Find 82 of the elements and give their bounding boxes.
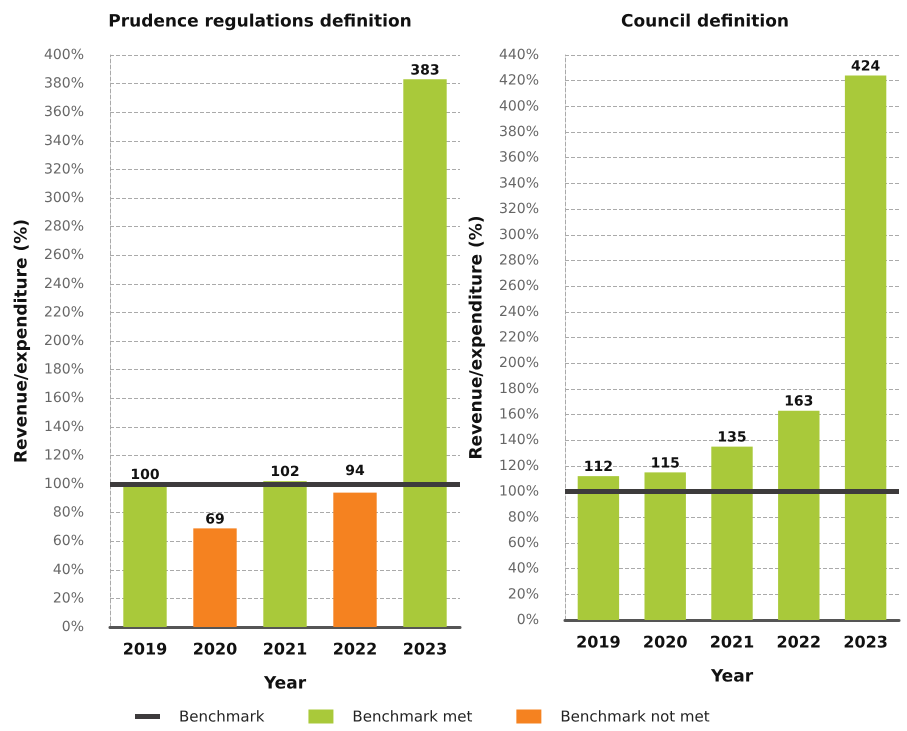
x-tick-label: 2021	[710, 632, 754, 652]
bar	[844, 76, 886, 620]
y-tick-label: 280%	[498, 252, 539, 268]
legend-label: Benchmark	[179, 708, 265, 726]
x-tick-label: 2019	[122, 640, 168, 658]
data-label: 102	[270, 464, 300, 480]
y-tick-label: 80%	[508, 509, 539, 526]
y-tick-label: 100%	[498, 484, 539, 500]
data-label: 112	[584, 459, 614, 476]
bar	[403, 79, 447, 627]
x-tick-label: 2022	[332, 640, 378, 658]
y-tick-label: 280%	[44, 218, 84, 235]
y-tick-label: 140%	[498, 432, 539, 448]
y-tick-label: 400%	[498, 98, 539, 114]
y-axis-title: Revenue/expenditure (%)	[12, 218, 32, 464]
y-tick-label: 380%	[498, 124, 539, 140]
y-tick-label: 440%	[498, 47, 539, 63]
data-label: 383	[410, 62, 440, 78]
y-tick-label: 300%	[498, 226, 539, 243]
y-tick-label: 20%	[52, 590, 84, 606]
x-axis-title: Year	[262, 674, 307, 694]
y-tick-label: 60%	[508, 534, 539, 551]
bar	[333, 492, 377, 627]
y-tick-label: 100%	[44, 476, 84, 492]
data-label: 135	[717, 430, 747, 446]
y-tick-label: 60%	[52, 533, 84, 550]
y-tick-label: 320%	[44, 161, 84, 178]
y-tick-label: 180%	[44, 362, 84, 378]
y-tick-label: 80%	[52, 504, 84, 521]
y-tick-label: 260%	[498, 278, 539, 294]
data-label: 163	[784, 394, 814, 410]
y-tick-label: 300%	[44, 190, 84, 206]
y-tick-label: 160%	[44, 390, 84, 406]
y-axis-title: Revenue/expenditure (%)	[466, 215, 486, 460]
y-tick-label: 340%	[498, 175, 539, 192]
y-tick-label: 400%	[44, 47, 84, 63]
chart-title: Council definition	[621, 12, 789, 32]
y-tick-label: 240%	[498, 304, 539, 320]
bar	[711, 446, 753, 620]
x-tick-label: 2023	[402, 640, 448, 658]
x-axis-title: Year	[710, 666, 754, 686]
y-tick-label: 420%	[498, 72, 539, 89]
data-label: 424	[850, 58, 880, 75]
y-tick-label: 200%	[44, 333, 84, 349]
x-tick-label: 2023	[843, 632, 888, 652]
y-tick-label: 240%	[44, 276, 84, 292]
y-tick-label: 40%	[52, 562, 84, 578]
y-tick-label: 0%	[516, 612, 539, 628]
x-tick-label: 2020	[642, 632, 688, 652]
data-label: 100	[130, 467, 160, 483]
legend-label: Benchmark met	[352, 708, 472, 726]
bar	[644, 472, 686, 620]
x-tick-label: 2021	[262, 640, 308, 658]
data-label: 69	[205, 511, 225, 528]
y-tick-label: 220%	[498, 330, 539, 346]
x-tick-label: 2020	[192, 640, 238, 658]
y-tick-label: 260%	[44, 247, 84, 264]
y-tick-label: 120%	[44, 447, 84, 464]
y-tick-label: 360%	[498, 150, 539, 166]
y-tick-label: 340%	[44, 132, 84, 149]
y-tick-label: 380%	[44, 76, 84, 92]
y-tick-label: 160%	[498, 406, 539, 423]
bar	[578, 476, 620, 620]
bar	[778, 410, 820, 620]
y-tick-label: 120%	[498, 458, 539, 474]
x-tick-label: 2019	[576, 632, 621, 652]
data-label: 94	[345, 463, 365, 479]
y-tick-label: 220%	[44, 304, 84, 320]
legend-label: Benchmark not met	[560, 708, 710, 726]
chart-title: Prudence regulations definition	[108, 12, 412, 32]
bar	[193, 528, 237, 627]
y-tick-label: 200%	[498, 355, 539, 372]
y-tick-label: 20%	[508, 586, 539, 602]
x-tick-label: 2022	[776, 632, 822, 652]
bar	[263, 481, 307, 627]
y-tick-label: 140%	[44, 418, 84, 435]
y-tick-label: 180%	[498, 380, 539, 397]
y-tick-label: 320%	[498, 201, 539, 218]
y-tick-label: 360%	[44, 104, 84, 120]
y-tick-label: 0%	[62, 619, 84, 635]
y-tick-label: 40%	[508, 560, 539, 577]
data-label: 115	[650, 455, 680, 472]
